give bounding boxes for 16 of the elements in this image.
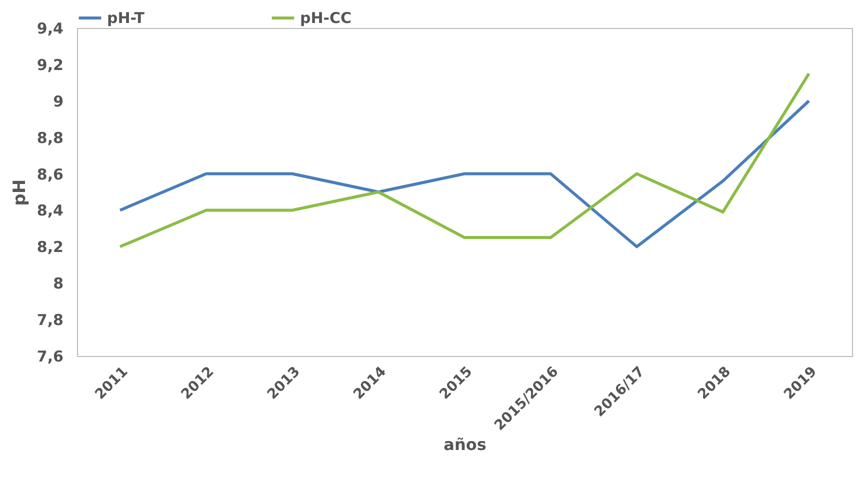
- y-tick-label: 8,2: [36, 238, 64, 256]
- line-series: [118, 72, 810, 248]
- legend-label: pH-CC: [300, 9, 352, 27]
- line-series: [118, 99, 810, 248]
- y-tick-label: 8,8: [36, 128, 64, 147]
- y-tick-label: 8: [53, 274, 64, 293]
- y-tick-label: 9,2: [36, 56, 64, 74]
- y-tick-label: 7,8: [36, 311, 64, 330]
- legend-label: pH-T: [107, 9, 146, 27]
- y-tick-label: 9,4: [36, 20, 64, 38]
- x-axis-title: años: [444, 435, 486, 454]
- y-tick-label: 7,6: [36, 348, 64, 366]
- y-axis-title: pH: [10, 179, 30, 206]
- y-tick-label: 9: [53, 92, 64, 110]
- y-tick-label: 8,4: [36, 202, 64, 220]
- y-tick-label: 8,6: [36, 165, 64, 184]
